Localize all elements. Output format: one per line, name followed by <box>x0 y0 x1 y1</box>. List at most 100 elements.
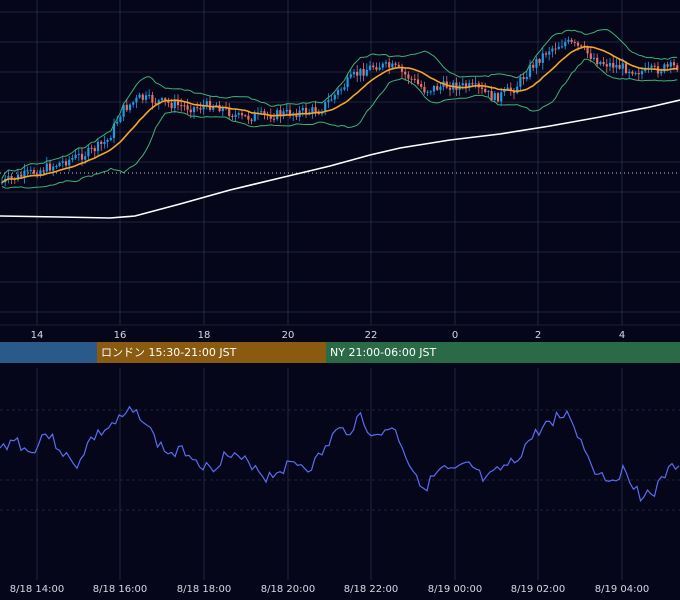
candle-body <box>426 91 429 93</box>
candle-body <box>413 78 416 80</box>
candle-body <box>71 158 74 160</box>
candle-body <box>378 67 381 70</box>
candle-body <box>608 62 612 67</box>
candle-body <box>90 147 93 149</box>
candle-body <box>330 99 333 101</box>
candle-body <box>301 107 304 111</box>
candle-body <box>16 174 20 180</box>
candle-body <box>557 46 560 49</box>
candle-body <box>525 76 528 80</box>
candle-body <box>199 108 202 110</box>
candle-body <box>416 79 420 85</box>
candle-body <box>272 118 276 120</box>
candle-body <box>669 62 672 67</box>
candle-body <box>432 86 436 92</box>
candle-body <box>602 61 605 65</box>
session-tokyo <box>0 342 97 363</box>
x-tick-label: 14 <box>31 330 44 341</box>
candle-body <box>0 182 4 184</box>
candle-body <box>624 63 628 74</box>
candle-body <box>493 93 496 100</box>
x-tick-label: 16 <box>114 330 127 341</box>
candle-body <box>368 65 372 70</box>
candle-body <box>55 166 58 168</box>
candle-body <box>400 66 404 72</box>
candle-body <box>384 62 388 64</box>
candle-body <box>628 71 631 74</box>
candle-body <box>420 84 423 87</box>
candle-body <box>464 83 468 88</box>
candle-body <box>650 65 653 68</box>
candle-body <box>186 105 189 110</box>
candle-body <box>528 64 532 77</box>
candle-body <box>544 53 548 55</box>
candle-body <box>295 113 298 117</box>
candle-body <box>599 61 602 65</box>
candle-body <box>170 102 173 109</box>
candle-body <box>116 121 119 124</box>
candle-body <box>240 113 244 116</box>
candle-body <box>461 83 464 86</box>
osc-x-label: 8/18 20:00 <box>260 584 316 595</box>
candle-body <box>676 65 679 71</box>
candle-body <box>503 89 506 93</box>
candle-body <box>125 104 128 111</box>
candle-body <box>151 94 154 103</box>
candle-body <box>560 46 564 48</box>
candle-body <box>672 62 676 66</box>
candle-body <box>48 163 52 171</box>
candle-body <box>244 115 247 117</box>
candle-body <box>260 111 263 113</box>
candle-body <box>96 141 100 152</box>
candle-body <box>311 107 314 113</box>
candle-body <box>372 65 375 68</box>
candle-body <box>429 91 432 93</box>
candle-body <box>589 53 592 59</box>
candle-body <box>381 63 384 68</box>
x-tick-label: 18 <box>198 330 211 341</box>
candle-body <box>77 153 80 155</box>
candle-body <box>474 83 477 85</box>
candle-body <box>42 170 45 172</box>
candle-body <box>128 104 132 111</box>
candle-body <box>20 174 23 177</box>
candle-body <box>343 87 346 90</box>
candle-body <box>631 71 634 74</box>
candle-body <box>237 113 240 115</box>
candle-body <box>68 159 71 166</box>
candle-body <box>132 102 135 105</box>
candle-body <box>87 147 90 157</box>
session-london-label: ロンドン 15:30-21:00 JST <box>101 346 237 359</box>
price-chart[interactable]: 14 16 18 20 22 0 2 4 <box>0 0 680 345</box>
candle-body <box>640 71 644 75</box>
candle-body <box>189 109 192 113</box>
candle-body <box>100 141 103 144</box>
candle-body <box>522 77 525 80</box>
x-tick-label: 2 <box>535 330 541 341</box>
candle-body <box>484 88 487 93</box>
candle-body <box>74 154 77 159</box>
candle-body <box>218 105 221 112</box>
candle-body <box>148 94 151 96</box>
candle-body <box>538 59 541 63</box>
candle-body <box>394 63 397 65</box>
candle-body <box>263 111 266 115</box>
candle-body <box>285 109 288 112</box>
candle-body <box>637 73 640 75</box>
candle-body <box>349 74 352 78</box>
candle-body <box>423 86 426 93</box>
candle-body <box>551 48 554 52</box>
candle-body <box>32 169 36 174</box>
session-ny-label: NY 21:00-06:00 JST <box>330 346 437 359</box>
candle-body <box>586 47 589 54</box>
candle-body <box>160 98 164 101</box>
candle-body <box>234 114 237 118</box>
bollinger-upper <box>1 28 678 179</box>
candle-body <box>471 83 474 85</box>
osc-x-label: 8/19 02:00 <box>510 584 566 595</box>
candle-body <box>176 100 180 106</box>
candle-body <box>448 87 452 90</box>
candle-body <box>404 71 407 75</box>
session-ny: NY 21:00-06:00 JST <box>326 342 680 363</box>
